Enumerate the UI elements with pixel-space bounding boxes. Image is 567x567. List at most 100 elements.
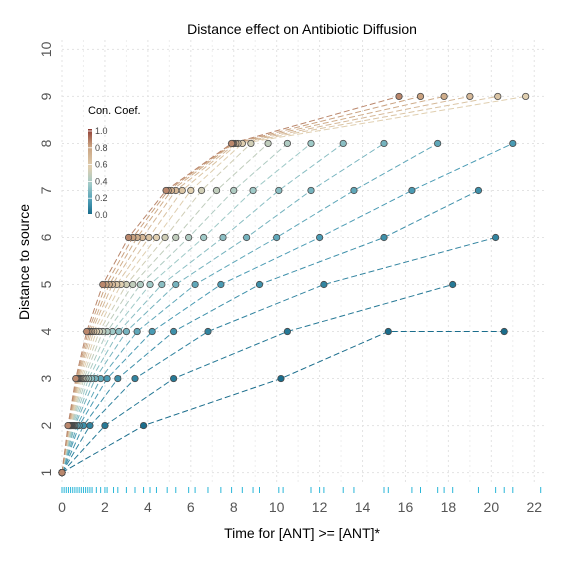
data-point: [200, 233, 208, 242]
data-point: [307, 186, 315, 195]
data-point: [416, 92, 425, 101]
data-point: [101, 421, 109, 430]
data-point: [264, 139, 272, 148]
data-point: [136, 280, 144, 289]
legend-title: Con. Coef.: [88, 105, 141, 117]
legend-labels: 1.0 0.8 0.6 0.4 0.2 0.0: [88, 126, 108, 220]
x-axis-title: Time for [ANT] >= [ANT]*: [224, 525, 380, 541]
y-tick-label: 6: [38, 233, 54, 241]
data-point: [148, 327, 156, 336]
data-point: [86, 421, 94, 430]
legend: Con. Coef. 1.0 0.8 0.6 0.4 0.2 0.0: [88, 105, 141, 220]
data-point: [275, 186, 283, 195]
series-line: [61, 237, 496, 473]
x-tick-label: 10: [269, 499, 285, 515]
series-line: [61, 142, 514, 473]
legend-label: 0.8: [95, 143, 108, 153]
legend-colorbar: [88, 129, 92, 214]
y-tick-label: 4: [38, 327, 54, 335]
legend-label: 0.2: [95, 193, 108, 203]
data-point: [152, 233, 161, 242]
data-point: [466, 92, 474, 101]
series-line: [61, 143, 438, 473]
data-point: [522, 92, 530, 101]
y-tick-label: 9: [38, 92, 54, 100]
series-line: [61, 143, 269, 473]
series-line: [61, 331, 505, 474]
y-tick-label: 5: [38, 280, 54, 288]
data-point: [172, 280, 180, 289]
data-point: [161, 233, 169, 242]
x-axis-ticks: 0 2 4 6 8 10 12 14 16 18 20 22: [58, 499, 542, 515]
y-tick-label: 8: [38, 139, 54, 147]
data-point: [395, 92, 403, 101]
x-tick-label: 22: [526, 499, 542, 515]
data-point: [99, 280, 107, 289]
data-point: [146, 280, 154, 289]
legend-label: 1.0: [95, 126, 108, 136]
data-point: [249, 186, 257, 195]
data-point: [492, 233, 500, 242]
data-point: [139, 421, 148, 430]
chart-title: Distance effect on Antibiotic Diffusion: [187, 21, 417, 37]
y-axis-ticks: 1 2 3 4 5 6 7 8 9 10: [38, 41, 54, 476]
series-points: [58, 92, 530, 477]
legend-label: 0.6: [95, 160, 108, 170]
series-line: [61, 143, 288, 473]
rug: [61, 487, 542, 493]
data-point: [380, 139, 388, 148]
data-point: [83, 327, 91, 336]
x-tick-label: 0: [58, 499, 66, 515]
data-point: [197, 186, 206, 195]
data-point: [380, 233, 388, 242]
data-point: [131, 374, 139, 383]
data-point: [307, 139, 315, 148]
data-point: [122, 327, 131, 336]
x-tick-label: 4: [144, 499, 152, 515]
data-point: [129, 280, 137, 289]
x-tick-label: 14: [355, 499, 371, 515]
data-point: [178, 186, 186, 195]
data-point: [227, 139, 236, 148]
x-tick-label: 18: [441, 499, 457, 515]
data-point: [315, 233, 324, 242]
data-point: [64, 421, 72, 430]
data-point: [58, 468, 66, 477]
data-point: [384, 327, 392, 336]
data-point: [277, 374, 285, 383]
data-point: [494, 92, 502, 101]
data-point: [350, 186, 358, 195]
data-point: [219, 233, 227, 242]
data-point: [500, 327, 508, 336]
data-point: [172, 233, 180, 242]
x-tick-label: 8: [230, 499, 238, 515]
data-point: [114, 374, 122, 383]
data-point: [115, 327, 123, 336]
data-point: [217, 280, 225, 289]
legend-label: 0.0: [95, 210, 108, 220]
data-point: [191, 280, 199, 289]
data-point: [474, 186, 483, 195]
data-point: [320, 280, 328, 289]
y-tick-label: 10: [38, 41, 54, 57]
data-point: [72, 374, 80, 383]
series-line: [61, 143, 385, 473]
data-point: [408, 186, 416, 195]
data-point: [124, 233, 133, 242]
series-line: [61, 143, 344, 473]
data-point: [204, 327, 212, 336]
x-tick-label: 12: [312, 499, 328, 515]
y-tick-label: 1: [38, 468, 54, 476]
data-point: [145, 233, 153, 242]
data-point: [339, 139, 347, 148]
data-point: [158, 280, 166, 289]
data-point: [283, 327, 291, 336]
data-point: [187, 186, 195, 195]
y-tick-label: 3: [38, 374, 54, 382]
data-point: [212, 186, 221, 195]
data-point: [434, 139, 442, 148]
data-point: [103, 374, 111, 383]
data-point: [133, 327, 141, 336]
data-point: [170, 327, 178, 336]
